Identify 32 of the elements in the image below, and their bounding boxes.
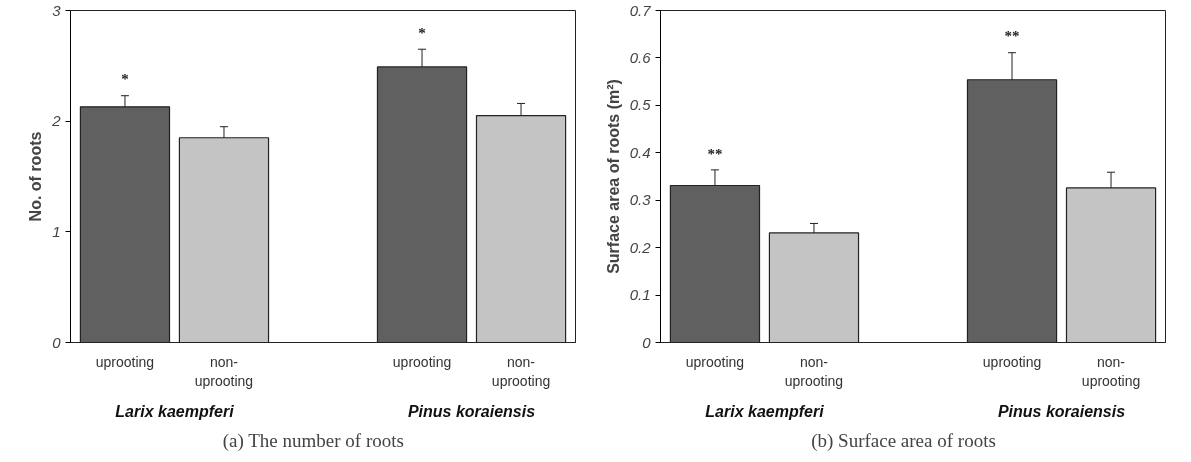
data-label: * xyxy=(121,71,129,88)
text: (b) Surface area of roots xyxy=(811,429,996,452)
y-tick-label: 3 xyxy=(52,1,62,19)
y-tick-label: 0 xyxy=(52,333,62,351)
text: (a) The number of roots xyxy=(222,429,404,452)
y-tick-label: 0.2 xyxy=(629,238,652,256)
text: Pinus koraiensis xyxy=(997,402,1126,420)
data-label: ** xyxy=(707,145,723,162)
y-tick-label: 0.1 xyxy=(629,286,651,304)
x-tick-label: uprooting xyxy=(982,353,1042,370)
x-tick-label: uprooting xyxy=(685,353,745,370)
y-axis-title: Surface area of roots (m²) xyxy=(604,79,622,274)
x-tick-label: uprooting xyxy=(95,353,155,370)
x-tick-label: non- uprooting xyxy=(491,353,551,389)
text: Larix kaempferi xyxy=(115,402,235,420)
y-tick-label: 0 xyxy=(642,333,652,351)
y-tick-label: 0.4 xyxy=(629,143,651,161)
y-tick-label: 0.5 xyxy=(629,96,652,114)
text: Larix kaempferi xyxy=(705,402,825,420)
y-axis-title: No. of roots xyxy=(27,131,45,222)
x-tick-label: non- uprooting xyxy=(194,353,254,389)
y-tick-label: 0.3 xyxy=(629,191,652,209)
text: Pinus koraiensis xyxy=(407,402,536,420)
y-tick-label: 0.7 xyxy=(629,1,652,19)
data-label: ** xyxy=(1004,28,1020,45)
x-tick-label: non- uprooting xyxy=(784,353,844,389)
x-tick-label: non- uprooting xyxy=(1081,353,1141,389)
y-tick-label: 1 xyxy=(52,222,61,240)
data-label: * xyxy=(418,24,426,41)
y-tick-label: 0.6 xyxy=(629,48,652,66)
x-tick-label: uprooting xyxy=(392,353,452,370)
y-tick-label: 2 xyxy=(51,112,62,130)
